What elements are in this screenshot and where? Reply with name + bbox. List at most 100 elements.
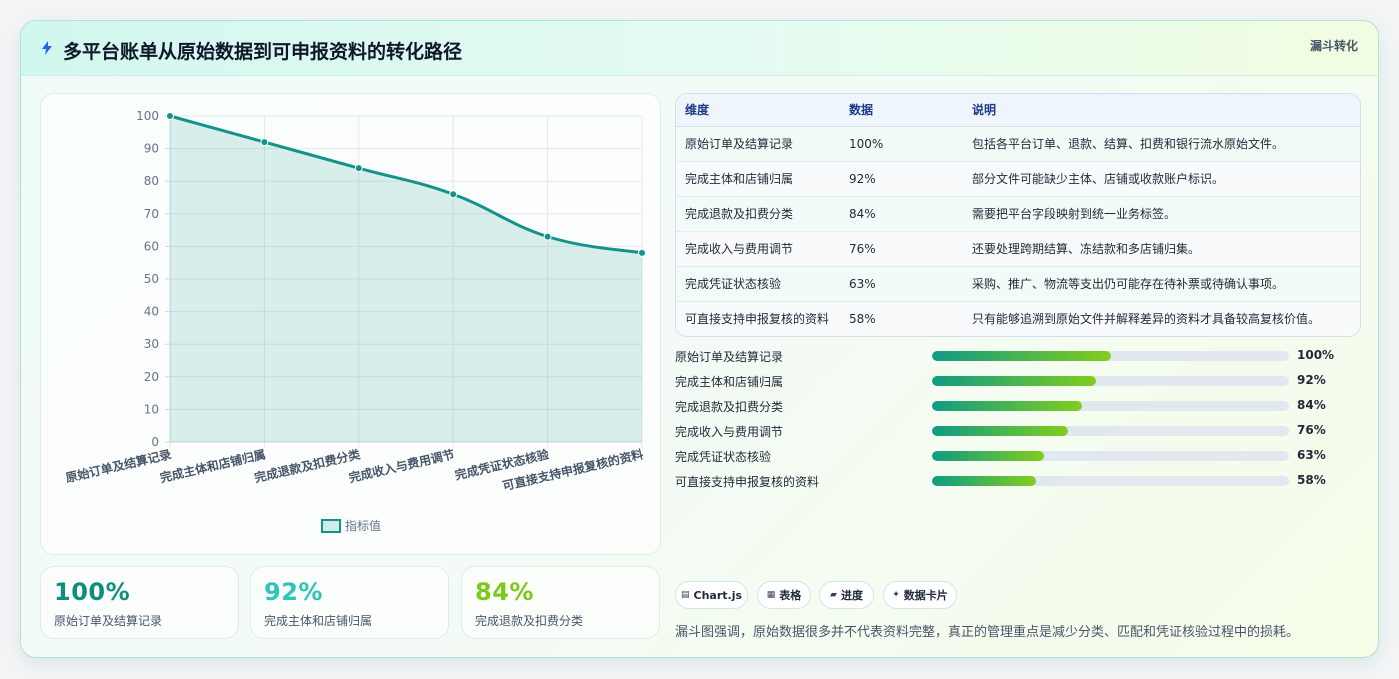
table-cell: 92% bbox=[840, 161, 963, 197]
column-header-description: 说明 bbox=[963, 94, 1360, 127]
table-cell: 需要把平台字段映射到统一业务标签。 bbox=[963, 196, 1360, 232]
table-header-row: 维度 数据 说明 bbox=[676, 94, 1360, 127]
table-row: 原始订单及结算记录 100% 包括各平台订单、退款、结算、扣费和银行流水原始文件… bbox=[676, 126, 1360, 162]
table-row: 完成主体和店铺归属 92% 部分文件可能缺少主体、店铺或收款账户标识。 bbox=[676, 161, 1360, 197]
pill-label: 进度 bbox=[840, 589, 863, 602]
y-tick-label: 40 bbox=[144, 305, 159, 319]
progress-row: 完成退款及扣费分类 84% bbox=[675, 396, 1375, 416]
y-tick-label: 100 bbox=[136, 109, 159, 123]
progress-row: 原始订单及结算记录 100% bbox=[675, 346, 1375, 366]
pill-label: Chart.js bbox=[693, 588, 743, 602]
header-tag: 漏斗转化 bbox=[1309, 39, 1358, 53]
progress-fill bbox=[932, 401, 1082, 411]
legend-swatch bbox=[321, 519, 341, 533]
table-cell: 100% bbox=[840, 126, 963, 162]
progress-fill bbox=[932, 351, 1111, 361]
progress-percent: 92% bbox=[1297, 373, 1326, 387]
x-tick-label: 原始订单及结算记录 bbox=[64, 446, 173, 485]
progress-fill bbox=[932, 476, 1036, 486]
table-cell: 完成收入与费用调节 bbox=[676, 231, 840, 267]
kpi-value: 92% bbox=[264, 578, 323, 606]
table-row: 完成收入与费用调节 76% 还要处理跨期结算、冻结款和多店铺归集。 bbox=[676, 231, 1360, 267]
series-area bbox=[170, 116, 642, 442]
table-cell: 包括各平台订单、退款、结算、扣费和银行流水原始文件。 bbox=[963, 126, 1360, 162]
progress-track bbox=[932, 376, 1289, 386]
y-tick-label: 80 bbox=[144, 174, 159, 188]
pill-progress[interactable]: ▰ 进度 bbox=[819, 581, 874, 609]
y-tick-label: 0 bbox=[151, 435, 159, 449]
y-tick-label: 60 bbox=[144, 239, 159, 253]
line-chart: 0 10 20 30 40 50 60 70 80 90 100 原始订单及结算记录完成主体和店铺归属… bbox=[64, 109, 646, 533]
progress-label: 完成收入与费用调节 bbox=[675, 425, 784, 439]
table-row: 可直接支持申报复核的资料 58% 只有能够追溯到原始文件并解释差异的资料才具备较… bbox=[676, 301, 1360, 336]
column-header-data: 数据 bbox=[840, 94, 963, 127]
table-icon: ▦ bbox=[766, 590, 776, 600]
table-cell: 采购、推广、物流等支出仍可能存在待补票或待确认事项。 bbox=[963, 266, 1360, 302]
pill-chartjs[interactable]: ▤ Chart.js bbox=[675, 581, 748, 609]
data-point bbox=[449, 190, 458, 199]
progress-track bbox=[932, 351, 1289, 361]
table-cell: 完成主体和店铺归属 bbox=[676, 161, 840, 197]
series-line bbox=[169, 114, 643, 255]
pill-label: 数据卡片 bbox=[903, 589, 948, 602]
kpi-card-1: 100% 原始订单及结算记录 bbox=[40, 566, 239, 639]
table-cell: 76% bbox=[840, 231, 963, 267]
pill-data-card[interactable]: ✦ 数据卡片 bbox=[883, 581, 957, 609]
progress-label: 原始订单及结算记录 bbox=[675, 350, 784, 364]
table-row: 完成凭证状态核验 63% 采购、推广、物流等支出仍可能存在待补票或待确认事项。 bbox=[676, 266, 1360, 302]
progress-percent: 58% bbox=[1297, 473, 1326, 487]
kpi-label: 完成主体和店铺归属 bbox=[264, 614, 373, 628]
sparkle-icon: ✦ bbox=[892, 590, 900, 600]
progress-row: 完成收入与费用调节 76% bbox=[675, 421, 1375, 441]
progress-label: 可直接支持申报复核的资料 bbox=[675, 475, 820, 489]
legend-label: 指标值 bbox=[345, 518, 381, 533]
y-tick-label: 50 bbox=[144, 272, 159, 286]
data-point bbox=[543, 232, 552, 241]
progress-label: 完成退款及扣费分类 bbox=[675, 400, 784, 414]
progress-fill bbox=[932, 451, 1045, 461]
column-header-dimension: 维度 bbox=[676, 94, 840, 127]
kpi-card-2: 92% 完成主体和店铺归属 bbox=[250, 566, 449, 639]
lightning-icon bbox=[42, 41, 52, 55]
page-title: 多平台账单从原始数据到可申报资料的转化路径 bbox=[63, 41, 463, 63]
pill-table[interactable]: ▦ 表格 bbox=[757, 581, 811, 609]
y-tick-label: 20 bbox=[144, 370, 159, 384]
kpi-value: 84% bbox=[475, 578, 534, 606]
progress-fill bbox=[932, 376, 1097, 386]
progress-label: 完成主体和店铺归属 bbox=[675, 375, 784, 389]
y-tick-label: 90 bbox=[144, 142, 159, 156]
table-row: 完成退款及扣费分类 84% 需要把平台字段映射到统一业务标签。 bbox=[676, 196, 1360, 232]
y-tick-label: 70 bbox=[144, 207, 159, 221]
progress-row: 完成凭证状态核验 63% bbox=[675, 446, 1375, 466]
progress-percent: 100% bbox=[1297, 348, 1335, 362]
pill-label: 表格 bbox=[779, 589, 802, 602]
x-tick-label: 完成收入与费用调节 bbox=[347, 446, 456, 485]
progress-track bbox=[932, 476, 1289, 486]
table-cell: 完成退款及扣费分类 bbox=[676, 196, 840, 232]
card-header: 多平台账单从原始数据到可申报资料的转化路径 漏斗转化 bbox=[21, 21, 1378, 76]
progress-percent: 63% bbox=[1297, 448, 1326, 462]
kpi-value: 100% bbox=[54, 578, 131, 606]
data-point bbox=[166, 112, 174, 120]
dashboard-card: 多平台账单从原始数据到可申报资料的转化路径 漏斗转化 0 10 20 30 40 50 60… bbox=[20, 20, 1379, 658]
kpi-card-3: 84% 完成退款及扣费分类 bbox=[461, 566, 660, 639]
data-point bbox=[260, 138, 269, 147]
x-tick-label: 完成主体和店铺归属 bbox=[158, 446, 267, 485]
y-tick-label: 10 bbox=[144, 402, 159, 416]
kpi-label: 原始订单及结算记录 bbox=[54, 614, 163, 628]
table-cell: 只有能够追溯到原始文件并解释差异的资料才具备较高复核价值。 bbox=[963, 301, 1360, 336]
progress-track bbox=[932, 451, 1289, 461]
progress-row: 完成主体和店铺归属 92% bbox=[675, 371, 1375, 391]
table-cell: 63% bbox=[840, 266, 963, 302]
progress-fill bbox=[932, 426, 1068, 436]
data-table: 维度 数据 说明 原始订单及结算记录 100% 包括各平台订单、退款、结算、扣费… bbox=[676, 94, 1360, 336]
progress-track bbox=[932, 426, 1289, 436]
table-cell: 58% bbox=[840, 301, 963, 336]
data-point bbox=[638, 248, 646, 257]
chart-icon: ▤ bbox=[680, 590, 690, 600]
table-cell: 部分文件可能缺少主体、店铺或收款账户标识。 bbox=[963, 161, 1360, 197]
x-tick-label: 完成退款及扣费分类 bbox=[253, 446, 363, 485]
table-cell: 完成凭证状态核验 bbox=[676, 266, 840, 302]
line-chart-panel: 0 10 20 30 40 50 60 70 80 90 100 原始订单及结算记录 完成主体和店铺归属… bbox=[40, 93, 661, 555]
data-point bbox=[354, 164, 363, 173]
